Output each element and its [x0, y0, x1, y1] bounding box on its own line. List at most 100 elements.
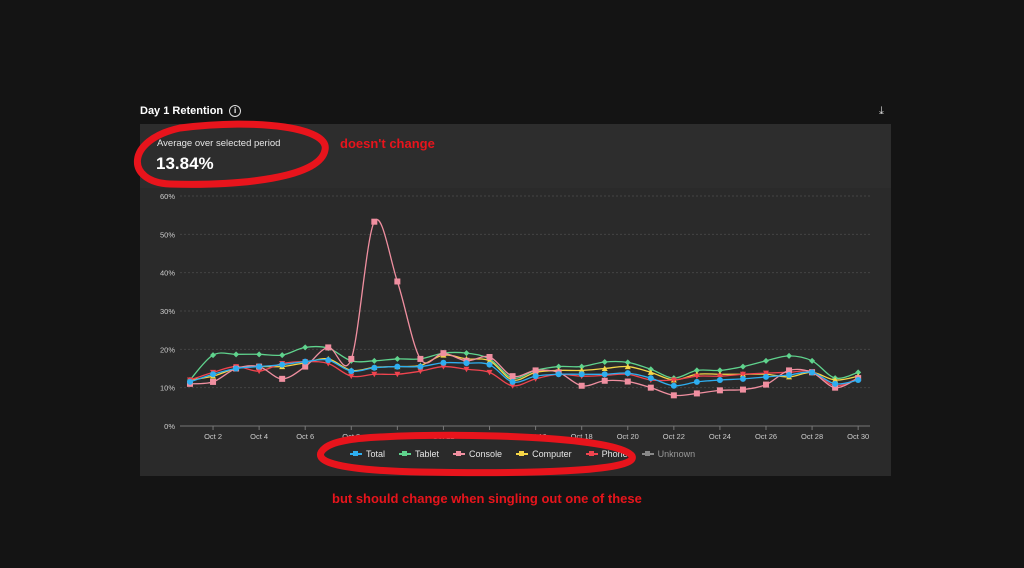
data-point-tablet	[693, 367, 700, 374]
x-tick-label: Oct 26	[755, 432, 777, 441]
data-point-tablet	[394, 355, 401, 362]
legend-item-console[interactable]: Console	[453, 449, 502, 459]
y-tick-label: 30%	[160, 307, 175, 316]
data-point-tablet	[210, 352, 217, 359]
data-point-console	[601, 377, 608, 384]
series-line-console	[189, 218, 859, 397]
legend-swatch-icon	[453, 451, 466, 456]
x-tick-label: Oct 6	[296, 432, 314, 441]
x-tick-label: Oct 8	[342, 432, 360, 441]
data-point-tablet	[371, 357, 378, 364]
data-point-phone	[486, 369, 493, 376]
data-point-total	[302, 358, 309, 365]
data-point-console	[786, 367, 793, 374]
data-point-total	[256, 363, 263, 370]
data-point-tablet	[463, 350, 470, 357]
data-point-tablet	[256, 351, 263, 358]
download-icon[interactable]: ⤓	[879, 105, 884, 117]
data-point-console	[670, 392, 677, 399]
data-point-total	[739, 375, 746, 382]
data-point-total	[486, 361, 493, 368]
data-point-tablet	[601, 358, 608, 365]
data-point-total	[624, 370, 631, 377]
data-point-console	[394, 278, 401, 285]
y-tick-label: 60%	[160, 192, 175, 201]
data-point-total	[809, 369, 816, 376]
legend-swatch-icon	[585, 451, 598, 456]
data-point-total	[394, 363, 401, 370]
info-icon[interactable]: i	[229, 105, 242, 117]
data-point-computer	[486, 357, 493, 364]
x-tick-label: Oct 24	[709, 432, 731, 441]
data-point-console	[325, 344, 332, 351]
data-point-tablet	[279, 352, 286, 359]
data-point-tablet	[716, 367, 723, 374]
data-point-phone	[440, 364, 447, 370]
data-point-console	[509, 373, 516, 380]
data-point-computer	[832, 377, 839, 383]
data-point-tablet	[647, 366, 654, 373]
chart-legend: Total Tablet Console Computer Phone Unknown	[350, 449, 695, 459]
data-point-phone	[371, 371, 378, 378]
data-point-console	[371, 218, 378, 225]
data-point-computer	[601, 365, 608, 371]
x-tick-label: Oct 18	[571, 432, 593, 441]
data-point-total	[417, 363, 424, 370]
data-point-total	[371, 364, 378, 371]
annotation-bottom: but should change when singling out one …	[332, 491, 642, 506]
data-point-console	[210, 378, 217, 385]
data-point-tablet	[763, 357, 769, 364]
x-tick-label: Oct 2	[204, 432, 222, 441]
x-tick-label: Oct 4	[250, 432, 268, 441]
legend-label: Console	[469, 449, 503, 459]
data-point-tablet	[739, 363, 746, 370]
y-tick-label: 10%	[160, 384, 175, 393]
legend-item-computer[interactable]: Computer	[516, 449, 572, 459]
legend-item-phone[interactable]: Phone	[585, 449, 628, 459]
legend-label: Total	[366, 449, 386, 459]
data-point-total	[855, 377, 862, 383]
data-point-total	[463, 360, 470, 367]
data-point-console	[693, 390, 700, 397]
data-point-phone	[509, 383, 516, 389]
data-point-console	[832, 384, 839, 391]
data-point-console	[578, 382, 585, 389]
y-tick-label: 50%	[160, 230, 175, 239]
data-point-total	[647, 375, 654, 382]
data-point-total	[509, 378, 516, 385]
legend-item-total[interactable]: Total	[350, 449, 385, 459]
data-point-total	[210, 371, 217, 378]
data-point-console	[302, 363, 309, 370]
data-point-console	[440, 350, 447, 357]
y-tick-label: 20%	[160, 345, 175, 354]
legend-item-tablet[interactable]: Tablet	[399, 449, 439, 459]
data-point-console	[279, 375, 286, 382]
data-point-tablet	[624, 359, 631, 366]
data-point-phone	[394, 371, 401, 378]
legend-item-unknown[interactable]: Unknown	[641, 449, 696, 459]
legend-swatch-icon	[641, 451, 654, 456]
legend-label: Unknown	[657, 449, 696, 459]
data-point-total	[440, 359, 447, 366]
data-point-total	[693, 378, 700, 385]
data-point-total	[187, 378, 193, 385]
data-point-phone	[693, 373, 700, 380]
data-point-console	[647, 384, 654, 391]
data-point-total	[601, 371, 608, 378]
data-point-total	[532, 373, 539, 380]
data-point-console	[532, 367, 539, 374]
legend-label: Tablet	[415, 449, 440, 459]
data-point-computer	[624, 363, 631, 370]
data-point-phone	[348, 373, 355, 380]
data-point-tablet	[578, 363, 585, 370]
data-point-tablet	[809, 357, 816, 364]
data-point-computer	[647, 369, 654, 375]
data-point-total	[279, 361, 286, 368]
data-point-console	[348, 355, 355, 362]
data-point-total	[348, 368, 355, 375]
data-point-phone	[763, 370, 769, 377]
data-point-total	[578, 371, 585, 378]
data-point-total	[325, 357, 332, 364]
data-point-console	[716, 387, 723, 394]
